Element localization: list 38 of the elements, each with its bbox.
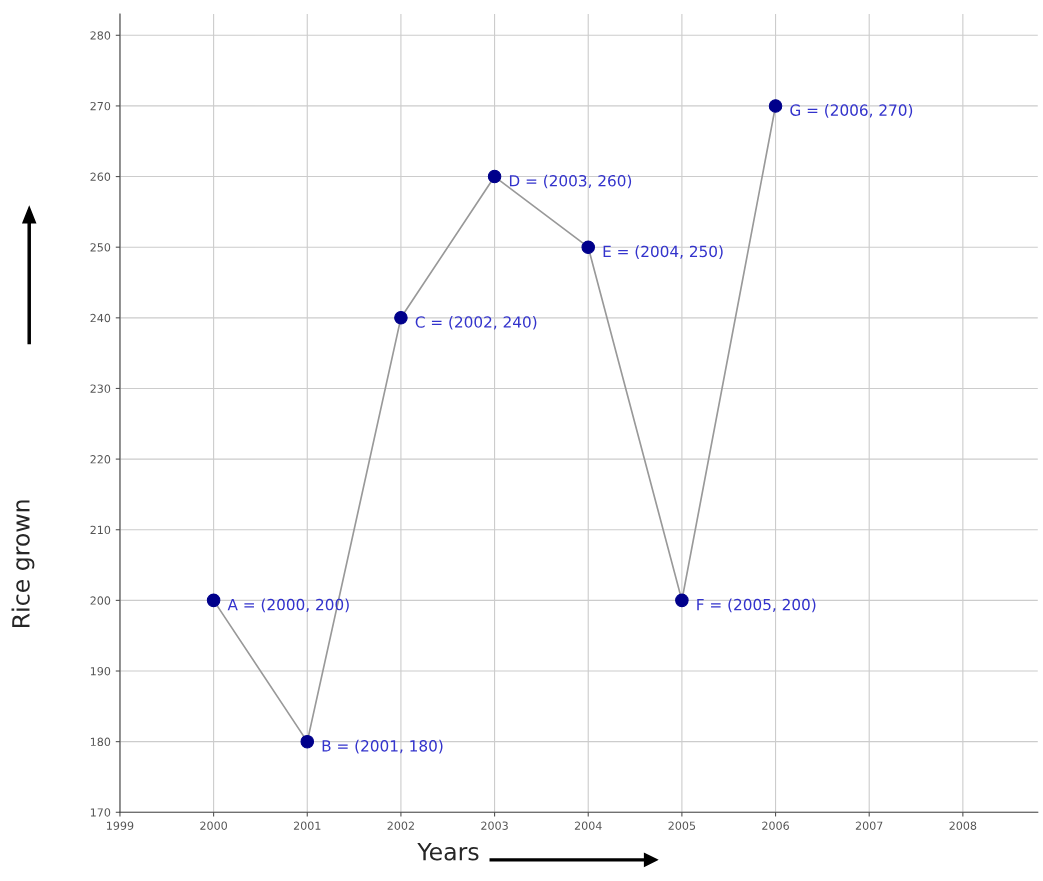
y-tick-label: 230: [90, 384, 111, 393]
x-tick-label: 2004: [574, 821, 602, 830]
y-axis-title: Rice grown: [11, 500, 35, 627]
y-tick-label: 200: [90, 596, 111, 605]
point: [394, 311, 408, 325]
y-tick-label: 210: [90, 525, 111, 535]
x-tick-label: 2001: [293, 821, 321, 830]
x-tick-label: 2006: [762, 821, 789, 830]
y-tick-label: 280: [90, 31, 111, 40]
x-tick-label: 2008: [949, 821, 977, 830]
annotation: G = (2006, 270): [790, 104, 913, 118]
point: [300, 734, 315, 749]
point: [206, 593, 221, 608]
y-tick-label: 170: [90, 808, 111, 817]
y-tick-label: 250: [90, 243, 111, 252]
point: [487, 169, 502, 184]
point: [675, 593, 689, 608]
y-tick-label: 190: [90, 666, 111, 676]
y-tick-label: 260: [90, 172, 111, 181]
x-tick-label: 2000: [200, 821, 227, 830]
annotation: A = (2000, 200): [227, 598, 349, 613]
annotation: D = (2003, 260): [509, 174, 632, 189]
annotation: E = (2004, 250): [603, 245, 723, 259]
point: [581, 240, 595, 254]
annotation: F = (2005, 200): [697, 598, 816, 613]
y-tick-label: 220: [90, 455, 111, 464]
x-tick-label: 2007: [855, 821, 883, 830]
x-axis-title: Years: [417, 843, 479, 861]
y-tick-label: 180: [90, 737, 111, 747]
y-tick-label: 270: [90, 101, 111, 111]
x-tick-label: 2003: [481, 821, 508, 830]
x-tick-label: 1999: [107, 821, 134, 830]
point: [768, 99, 783, 113]
x-tick-label: 2002: [387, 821, 414, 830]
y-tick-label: 240: [90, 313, 111, 323]
x-tick-label: 2005: [668, 821, 696, 830]
annotation: C = (2002, 240): [415, 316, 537, 330]
annotation: B = (2001, 180): [322, 739, 443, 754]
